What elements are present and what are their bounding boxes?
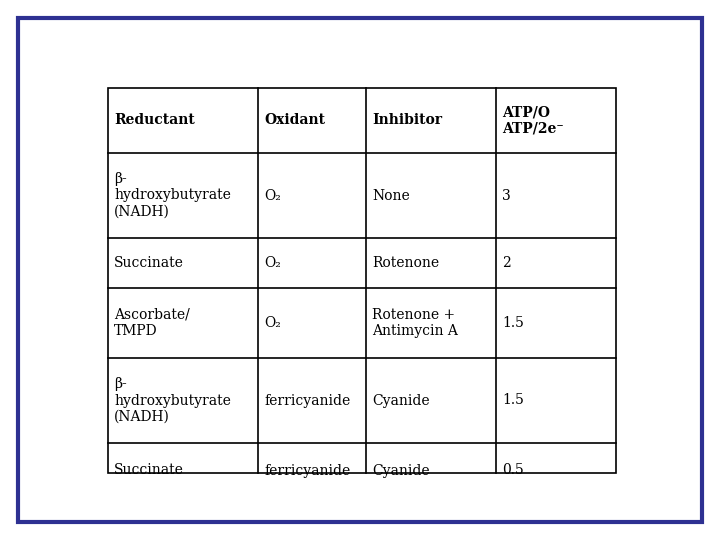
Text: Reductant: Reductant xyxy=(114,113,194,127)
Text: Succinate: Succinate xyxy=(114,256,184,270)
Text: Cyanide: Cyanide xyxy=(372,463,430,477)
Text: O₂: O₂ xyxy=(264,316,281,330)
Text: ferricyanide: ferricyanide xyxy=(264,394,350,408)
Text: β-
hydroxybutyrate
(NADH): β- hydroxybutyrate (NADH) xyxy=(114,377,231,424)
Text: Inhibitor: Inhibitor xyxy=(372,113,442,127)
Text: Oxidant: Oxidant xyxy=(264,113,325,127)
Bar xyxy=(108,88,616,473)
Text: Succinate: Succinate xyxy=(114,463,184,477)
Text: None: None xyxy=(372,188,410,202)
Text: Ascorbate/
TMPD: Ascorbate/ TMPD xyxy=(114,308,190,338)
Text: Rotenone: Rotenone xyxy=(372,256,439,270)
Text: 0.5: 0.5 xyxy=(502,463,523,477)
Text: 1.5: 1.5 xyxy=(502,316,524,330)
Text: 1.5: 1.5 xyxy=(502,394,524,408)
Text: 3: 3 xyxy=(502,188,510,202)
Text: O₂: O₂ xyxy=(264,188,281,202)
Text: β-
hydroxybutyrate
(NADH): β- hydroxybutyrate (NADH) xyxy=(114,172,231,219)
Text: O₂: O₂ xyxy=(264,256,281,270)
Text: ferricyanide: ferricyanide xyxy=(264,463,350,477)
Text: 2: 2 xyxy=(502,256,510,270)
Text: ATP/O
ATP/2e⁻: ATP/O ATP/2e⁻ xyxy=(502,105,564,136)
Text: Cyanide: Cyanide xyxy=(372,394,430,408)
Text: Rotenone +
Antimycin A: Rotenone + Antimycin A xyxy=(372,308,458,338)
